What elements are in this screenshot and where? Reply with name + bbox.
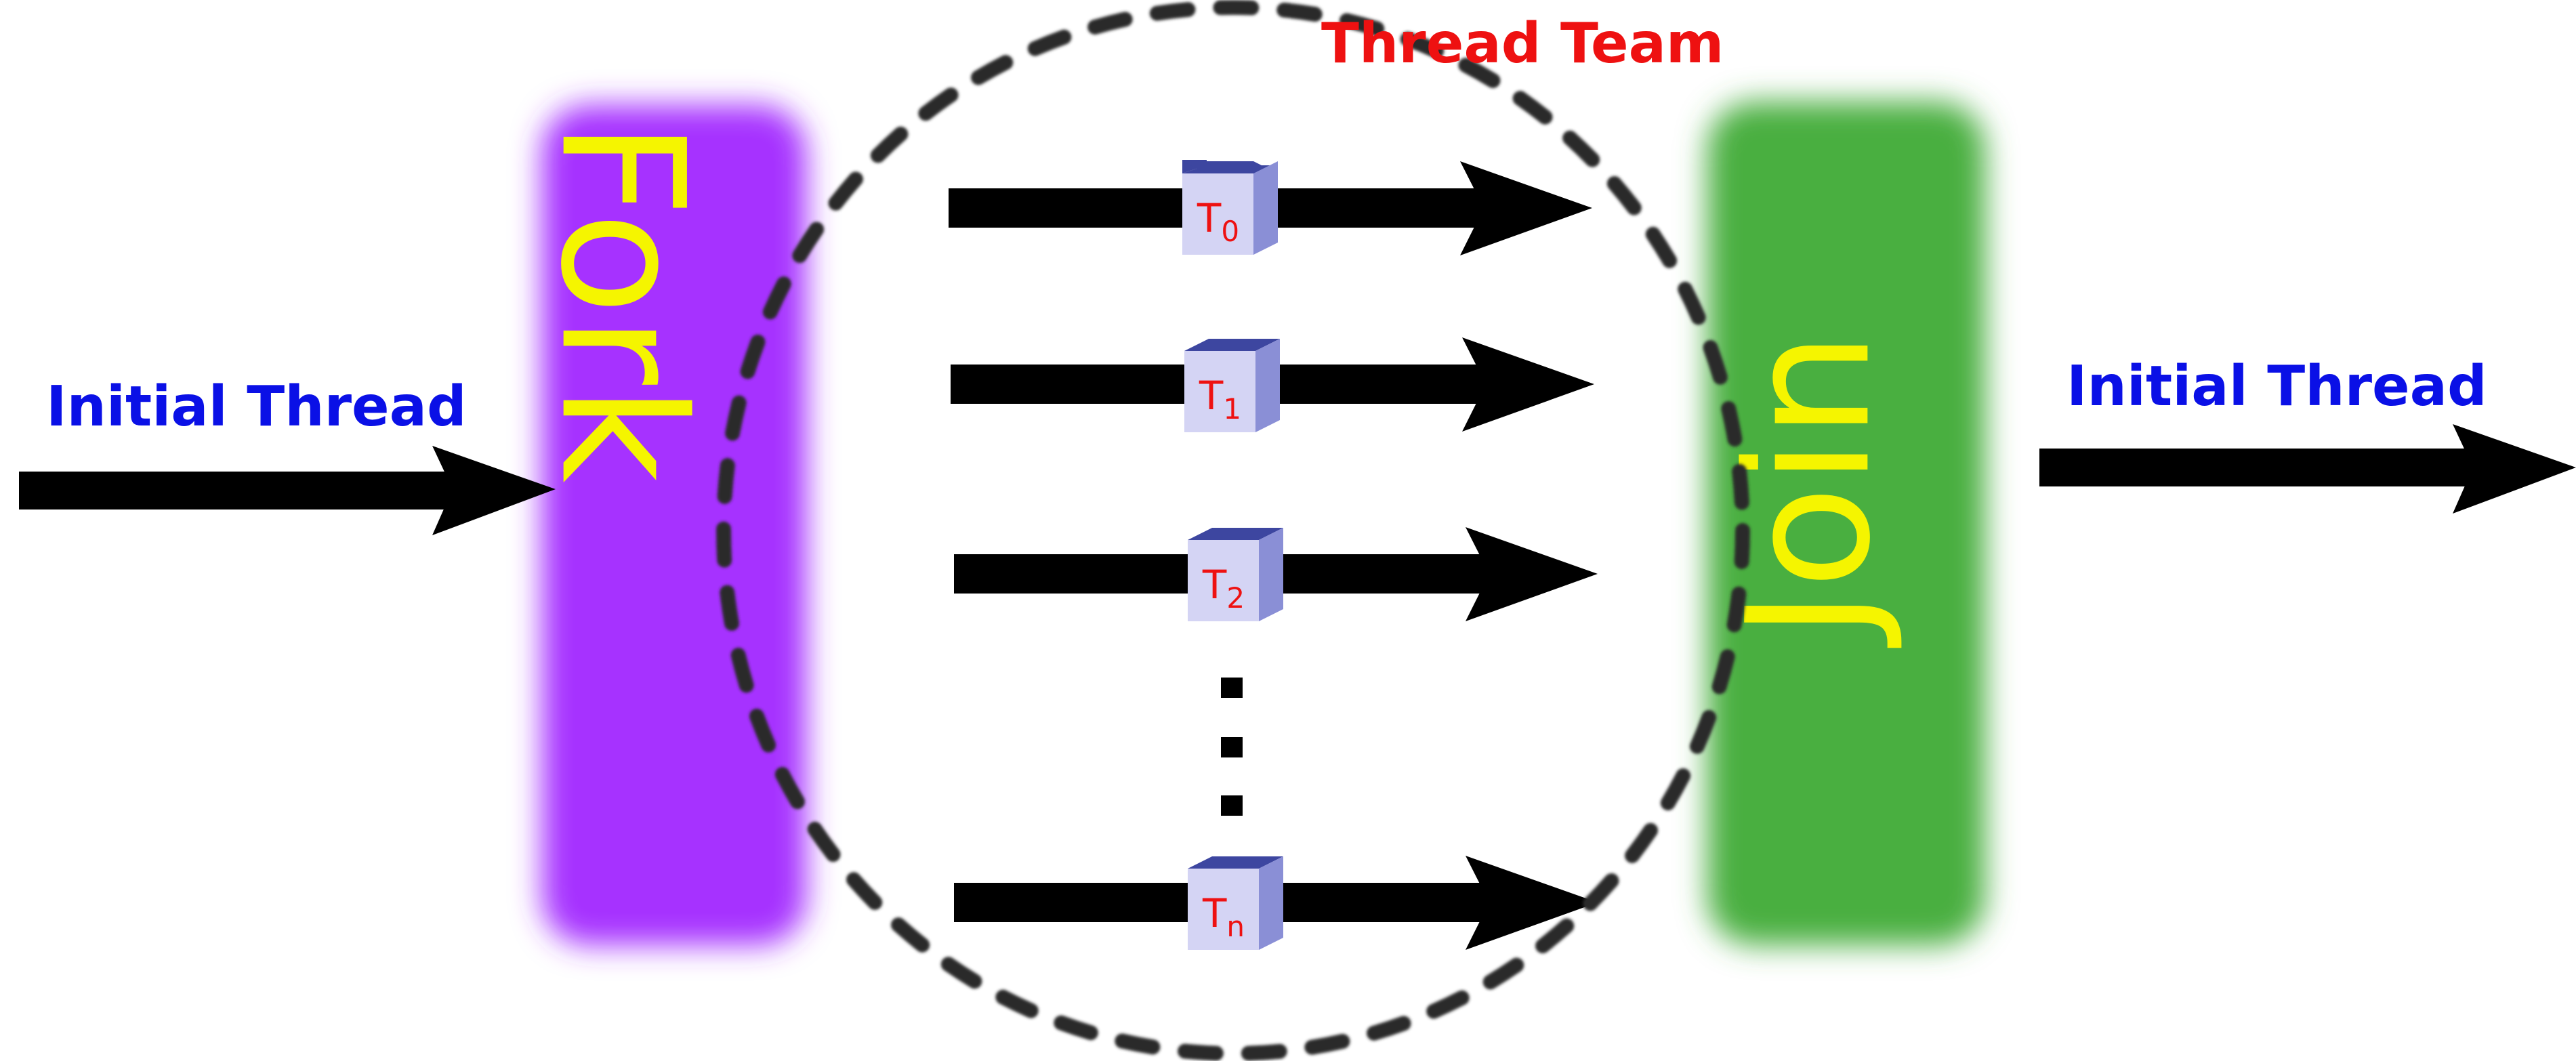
thread-team-boundary	[716, 0, 1750, 1061]
output-arrow	[2039, 424, 2576, 514]
fork-bar	[542, 105, 806, 945]
thread-label-1: T1	[1199, 373, 1241, 425]
join-bar	[1707, 102, 1985, 945]
ellipsis-dots	[1221, 678, 1243, 816]
output-thread-label: Initial Thread	[2066, 354, 2487, 419]
thread-label-n: Tn	[1202, 890, 1245, 943]
thread-label-0: T0	[1197, 195, 1239, 248]
thread-team-label: Thread Team	[1321, 12, 1724, 76]
input-arrow	[19, 446, 556, 535]
input-thread-label: Initial Thread	[46, 375, 467, 439]
thread-cube-0	[1182, 160, 1278, 255]
thread-cube-1	[1184, 339, 1280, 432]
fork-label: Fork	[524, 120, 721, 483]
thread-cube-2	[1188, 528, 1283, 621]
thread-label-2: T2	[1202, 562, 1245, 615]
thread-cube-n	[1188, 856, 1283, 950]
